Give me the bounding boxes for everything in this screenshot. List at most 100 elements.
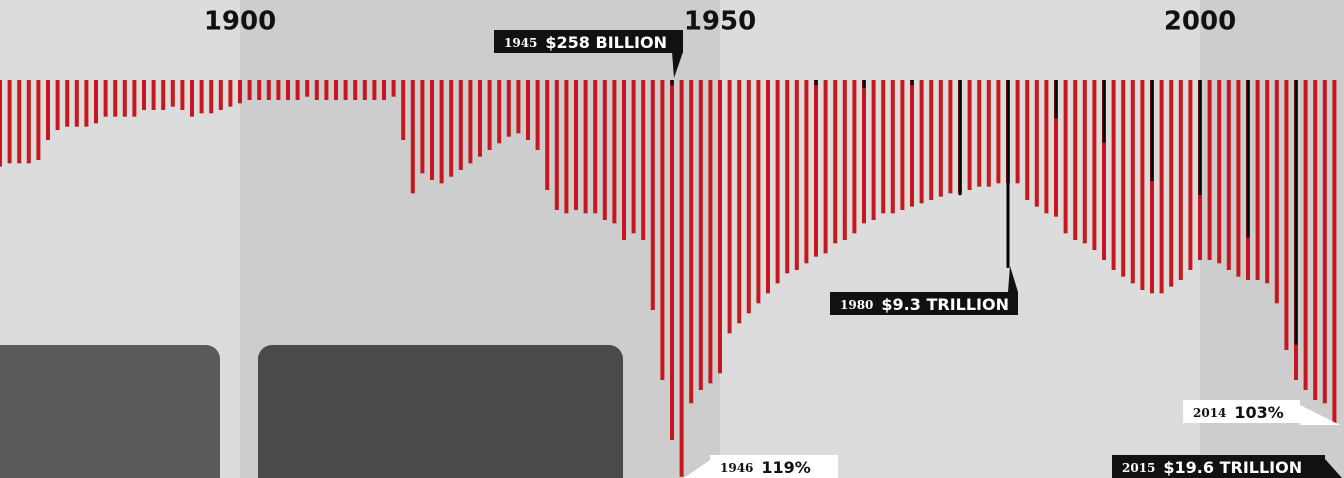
bar <box>526 80 530 140</box>
bar <box>161 80 165 110</box>
bar <box>1064 80 1068 233</box>
bar <box>478 80 482 157</box>
bar <box>488 80 492 150</box>
bar <box>862 80 866 223</box>
bar <box>1227 80 1231 270</box>
bar <box>612 80 616 223</box>
annotation: 1980 $9.3 TRILLION <box>840 295 1009 314</box>
bar <box>459 80 463 170</box>
bar <box>1313 80 1317 400</box>
bar <box>603 80 607 220</box>
bar <box>123 80 127 117</box>
nominal-bar <box>815 80 818 85</box>
bar <box>756 80 760 303</box>
annotation-year: 1945 <box>504 36 537 50</box>
bar <box>843 80 847 240</box>
bar <box>1112 80 1116 270</box>
annotation: 1946 119% <box>720 458 811 477</box>
bar <box>392 80 396 97</box>
bar <box>872 80 876 220</box>
bar <box>977 80 981 187</box>
bar <box>94 80 98 123</box>
bar <box>46 80 50 140</box>
bar <box>545 80 549 190</box>
bar <box>1208 80 1212 260</box>
annotation-year: 1946 <box>720 461 753 475</box>
bar <box>363 80 367 100</box>
bar <box>968 80 972 190</box>
bar <box>104 80 108 117</box>
bar <box>190 80 194 117</box>
bar <box>0 80 2 167</box>
nominal-bar <box>1199 80 1202 195</box>
bar <box>776 80 780 283</box>
bar <box>1179 80 1183 280</box>
bar <box>507 80 511 137</box>
bar <box>929 80 933 200</box>
bar <box>900 80 904 210</box>
bar <box>411 80 415 193</box>
bar <box>1044 80 1048 213</box>
bar <box>747 80 751 313</box>
bar <box>1169 80 1173 287</box>
chart: 1945$258 BILLION 1980 $9.3 TRILLION 1946 119… <box>0 0 1344 478</box>
annotation: 2014103% <box>1193 403 1284 422</box>
annotation-value: $9.3 TRILLION <box>881 295 1009 314</box>
bar <box>372 80 376 100</box>
bar <box>641 80 645 240</box>
bar <box>881 80 885 213</box>
bar <box>17 80 21 163</box>
bar <box>516 80 520 133</box>
bar <box>824 80 828 253</box>
bar <box>257 80 261 100</box>
bar <box>1131 80 1135 283</box>
bar <box>1083 80 1087 243</box>
bar <box>1025 80 1029 200</box>
bar <box>728 80 732 333</box>
bar <box>1073 80 1077 240</box>
bar <box>1275 80 1279 303</box>
bar <box>430 80 434 180</box>
bar <box>536 80 540 150</box>
bar <box>737 80 741 323</box>
bar <box>56 80 60 130</box>
bar <box>795 80 799 270</box>
bar <box>248 80 252 100</box>
bar <box>1323 80 1327 403</box>
nominal-bar <box>671 80 674 85</box>
nominal-bar <box>1007 80 1010 268</box>
bar <box>948 80 952 193</box>
bar <box>200 80 204 113</box>
bar <box>84 80 88 127</box>
bar <box>132 80 136 117</box>
bar <box>680 80 684 477</box>
bar <box>296 80 300 100</box>
bar <box>238 80 242 103</box>
bar <box>766 80 770 293</box>
bar <box>689 80 693 403</box>
nominal-bar <box>1247 80 1250 238</box>
bar <box>65 80 69 127</box>
x-tick-label: 1950 <box>684 7 756 37</box>
bar <box>152 80 156 110</box>
nominal-bar <box>1055 80 1058 118</box>
annotation-year: 2015 <box>1122 461 1155 475</box>
bar <box>324 80 328 100</box>
annotation: 1945$258 BILLION <box>504 33 667 52</box>
bar <box>171 80 175 107</box>
bar <box>1092 80 1096 250</box>
bar <box>209 80 213 113</box>
annotation-value: 119% <box>761 458 810 477</box>
nominal-bar <box>1151 80 1154 181</box>
bar <box>920 80 924 203</box>
bar <box>574 80 578 210</box>
annotation-year: 2014 <box>1193 406 1226 420</box>
bar <box>718 80 722 373</box>
annotation-year: 1980 <box>840 298 873 312</box>
nominal-bar <box>1295 80 1298 345</box>
bar <box>651 80 655 310</box>
bar <box>113 80 117 117</box>
bar <box>593 80 597 213</box>
bar <box>276 80 280 100</box>
bar <box>891 80 895 213</box>
